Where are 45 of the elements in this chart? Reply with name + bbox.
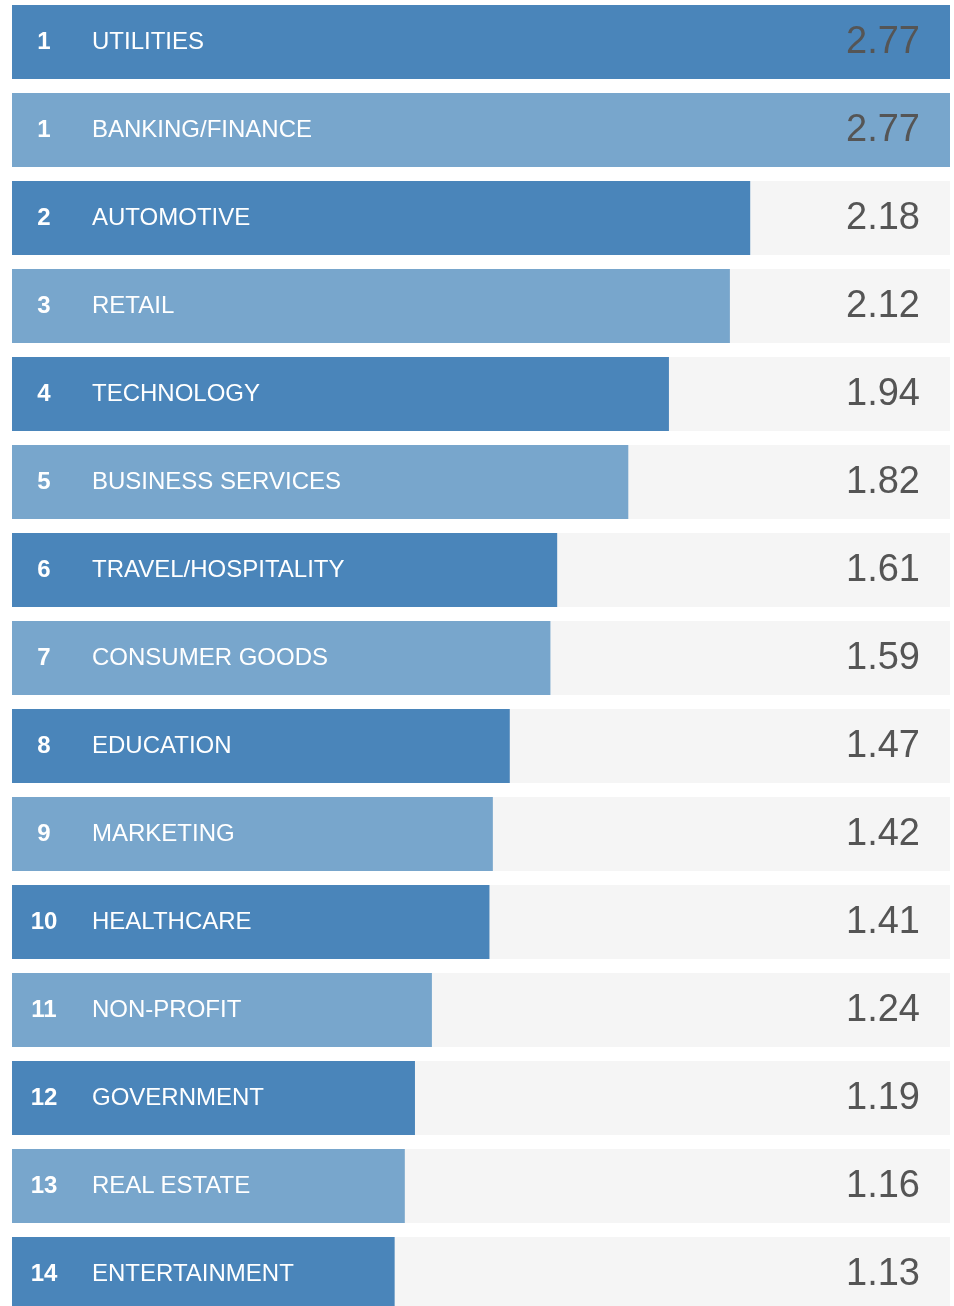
annotation: 4 — [37, 379, 52, 406]
data-label: 1.47 — [846, 723, 920, 765]
y-tick-label: GOVERNMENT — [92, 1083, 265, 1110]
annotation: 12 — [30, 1083, 58, 1110]
data-label: 1.13 — [846, 1251, 920, 1293]
annotation: 5 — [37, 467, 51, 494]
y-tick-label: MARKETING — [92, 819, 235, 846]
y-tick-label: TRAVEL/HOSPITALITY — [92, 555, 345, 582]
y-tick-label: BANKING/FINANCE — [92, 115, 313, 142]
annotation: 7 — [37, 643, 51, 670]
y-tick-label: TECHNOLOGY — [92, 379, 261, 406]
annotation: 1 — [37, 27, 51, 54]
y-tick-label: RETAIL — [92, 291, 175, 318]
data-label: 1.41 — [846, 899, 920, 941]
data-label: 1.24 — [846, 987, 920, 1029]
data-label: 2.18 — [846, 195, 920, 237]
annotation: 14 — [30, 1259, 58, 1286]
y-tick-label: AUTOMOTIVE — [92, 203, 251, 230]
y-tick-label: UTILITIES — [92, 27, 205, 54]
y-tick-label: HEALTHCARE — [92, 907, 252, 934]
data-label: 2.12 — [846, 283, 920, 325]
annotation: 11 — [31, 995, 57, 1022]
data-label: 1.94 — [846, 371, 920, 413]
y-tick-label: EDUCATION — [92, 731, 232, 758]
data-label: 2.77 — [846, 19, 920, 61]
data-label: 1.59 — [846, 635, 920, 677]
data-label: 2.77 — [846, 107, 920, 149]
annotation: 8 — [37, 731, 51, 758]
data-label: 1.19 — [846, 1075, 920, 1117]
annotation: 10 — [30, 907, 58, 934]
annotation: 9 — [37, 819, 51, 846]
annotation: 6 — [37, 555, 51, 582]
data-label: 1.82 — [846, 459, 920, 501]
data-label: 1.42 — [846, 811, 920, 853]
y-tick-label: ENTERTAINMENT — [92, 1259, 295, 1286]
y-tick-label: REAL ESTATE — [92, 1171, 251, 1198]
annotation: 3 — [37, 291, 51, 318]
data-label: 1.16 — [846, 1163, 920, 1205]
annotation: 1 — [37, 115, 51, 142]
annotation: 13 — [30, 1171, 58, 1198]
data-label: 1.61 — [846, 547, 920, 589]
annotation: 2 — [37, 203, 51, 230]
y-tick-label: BUSINESS SERVICES — [92, 467, 341, 494]
y-tick-label: NON-PROFIT — [92, 995, 242, 1022]
y-tick-label: CONSUMER GOODS — [92, 643, 329, 670]
